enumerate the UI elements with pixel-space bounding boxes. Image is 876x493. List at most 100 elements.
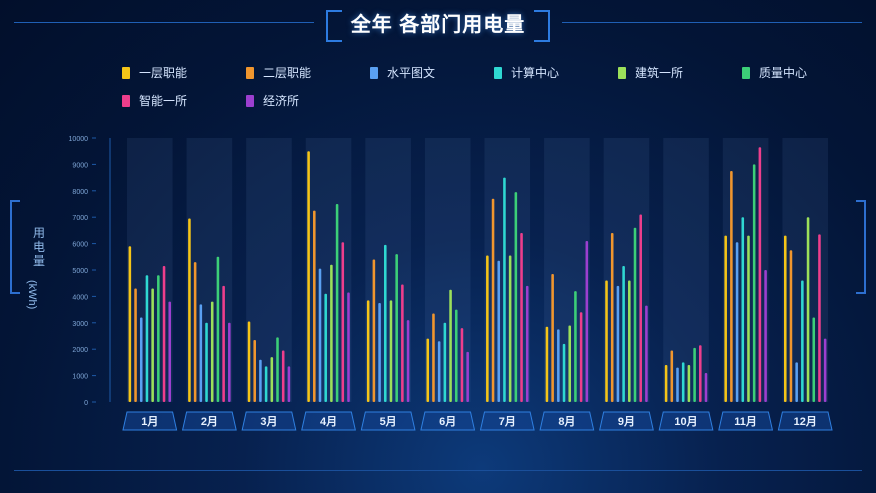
- bar: [520, 233, 523, 402]
- bar: [395, 254, 398, 402]
- bar: [145, 275, 149, 402]
- bar: [347, 292, 350, 402]
- bar: [693, 347, 696, 402]
- legend-label: 水平图文: [387, 66, 436, 80]
- y-tick-label: 7000: [72, 215, 88, 222]
- bar: [486, 255, 489, 402]
- category-panel: [305, 138, 352, 402]
- bar: [281, 350, 285, 402]
- bar: [676, 367, 679, 402]
- legend-item[interactable]: 建筑一所: [618, 64, 683, 81]
- category-label-box: [479, 411, 535, 431]
- category-panel: [603, 138, 650, 402]
- bar: [758, 147, 762, 402]
- category-panel: [722, 138, 769, 402]
- bar: [228, 322, 231, 402]
- bar: [605, 280, 608, 402]
- bar: [801, 280, 804, 402]
- bar: [193, 262, 197, 402]
- bar: [307, 151, 310, 402]
- bar: [670, 350, 674, 402]
- top-frame-line-right: [562, 22, 862, 23]
- category-label-box: [718, 411, 774, 431]
- bar: [199, 304, 203, 402]
- legend-item[interactable]: 一层职能: [122, 64, 187, 81]
- bar: [579, 312, 583, 402]
- category-label-box: [301, 411, 356, 431]
- legend-item[interactable]: 计算中心: [494, 64, 559, 81]
- category-panel: [186, 138, 233, 402]
- title-bracket-right: [534, 10, 550, 42]
- bar: [324, 293, 327, 402]
- bar: [525, 285, 529, 402]
- bar: [168, 301, 172, 402]
- y-tick-label: 0: [84, 400, 88, 407]
- bar: [783, 235, 787, 402]
- legend-swatch: [742, 66, 750, 79]
- bar: [789, 250, 793, 402]
- category-panel: [127, 138, 173, 402]
- bar: [134, 288, 137, 402]
- bar: [514, 192, 518, 402]
- legend-item[interactable]: 智能一所: [122, 92, 187, 109]
- left-side-bracket: [10, 200, 20, 294]
- bar: [664, 365, 668, 402]
- category-label-box: [241, 411, 297, 431]
- legend-swatch: [122, 66, 130, 79]
- legend-item[interactable]: 二层职能: [246, 64, 311, 81]
- legend-swatch: [370, 66, 378, 79]
- bar: [341, 242, 345, 402]
- bar: [210, 301, 214, 402]
- legend-swatch: [494, 66, 502, 79]
- legend-swatch: [618, 66, 626, 79]
- x-tick-label: 10月: [674, 415, 697, 428]
- bar: [389, 300, 393, 402]
- bar: [460, 328, 464, 402]
- category-label-box: [539, 411, 595, 431]
- bar: [724, 235, 727, 402]
- y-tick-label: 6000: [72, 242, 88, 249]
- bar: [157, 275, 160, 402]
- category-panel: [663, 138, 709, 402]
- top-frame-line-left: [14, 22, 314, 23]
- category-label-box: [122, 411, 178, 431]
- bar: [264, 366, 268, 402]
- category-panel: [782, 138, 828, 402]
- bar: [681, 362, 685, 402]
- bar: [401, 284, 404, 402]
- bar: [128, 246, 132, 402]
- legend-label: 一层职能: [139, 66, 188, 80]
- x-tick-label: 7月: [499, 415, 516, 428]
- legend-item[interactable]: 水平图文: [370, 64, 435, 81]
- y-tick-label: 2000: [72, 347, 88, 354]
- x-tick-label: 4月: [320, 415, 337, 428]
- bar: [216, 256, 220, 402]
- x-tick-label: 2月: [201, 415, 218, 428]
- legend-label: 质量中心: [759, 66, 808, 80]
- bar: [508, 255, 512, 402]
- bar: [562, 343, 566, 402]
- category-label-box: [420, 411, 476, 431]
- legend-swatch: [246, 94, 254, 107]
- bar: [704, 372, 708, 402]
- legend-label: 智能一所: [139, 94, 188, 108]
- bar: [443, 322, 447, 402]
- legend-item[interactable]: 经济所: [246, 92, 299, 109]
- x-tick-label: 9月: [618, 415, 635, 428]
- bar: [247, 321, 251, 402]
- bar: [139, 317, 143, 402]
- bar: [466, 351, 469, 402]
- bar: [366, 300, 370, 402]
- bar: [222, 285, 225, 402]
- category-panel: [544, 138, 590, 402]
- category-label-box: [181, 411, 237, 431]
- category-panel: [424, 138, 471, 402]
- x-tick-label: 6月: [439, 415, 456, 428]
- legend-item[interactable]: 质量中心: [742, 64, 807, 81]
- legend-label: 经济所: [263, 94, 300, 108]
- bar: [545, 326, 549, 402]
- bar: [432, 313, 435, 402]
- bar: [616, 285, 620, 402]
- y-axis-label: 用电量: [32, 226, 45, 268]
- bar: [378, 303, 381, 402]
